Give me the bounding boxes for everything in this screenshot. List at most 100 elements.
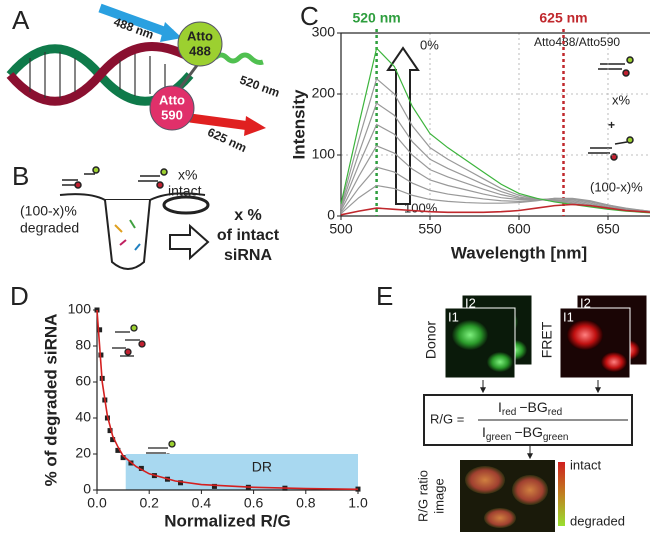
formula: Ired −BGred	[498, 399, 562, 418]
label: degraded	[20, 220, 79, 236]
formula-part: −BG	[514, 424, 542, 440]
axes	[96, 310, 358, 491]
annotation: (100-x)%	[590, 179, 643, 194]
x-axis-title: Wavelength [nm]	[451, 243, 587, 262]
series-line	[96, 309, 359, 491]
y-tick-label: 20	[75, 445, 91, 461]
x-tick-label: 0.0	[87, 495, 107, 511]
image-label: I2	[465, 295, 476, 310]
range-region	[125, 454, 359, 490]
formula: Igreen −BGgreen	[482, 424, 568, 443]
y-axis-title: % of degraded siRNA	[41, 314, 60, 487]
annotation: +	[608, 118, 615, 132]
formula-part: −BG	[519, 399, 547, 415]
image-label: I1	[563, 309, 574, 324]
panel-label: A	[12, 5, 30, 35]
marker-label: 625 nm	[539, 10, 587, 26]
series-line	[340, 184, 650, 215]
colorbar-label: degraded	[570, 513, 625, 528]
result-text: of intact	[217, 227, 280, 244]
y-tick-label: 200	[312, 85, 336, 101]
plot-frame	[340, 32, 650, 217]
colorbar	[558, 462, 565, 526]
x-tick-label: 600	[507, 221, 531, 237]
y-tick-label: 40	[75, 409, 91, 425]
x-tick-label: 550	[418, 221, 442, 237]
x-tick-label: 0.8	[296, 495, 316, 511]
panel-label: C	[300, 1, 319, 31]
linker	[178, 63, 200, 89]
y-axis-title: Intensity	[289, 89, 308, 159]
region-label: DR	[252, 459, 272, 475]
donor-images	[444, 294, 533, 379]
x-tick-label: 0.4	[192, 495, 212, 511]
panel-label: D	[10, 281, 29, 311]
formula-part: green	[486, 432, 512, 443]
colorbar-label: intact	[570, 457, 601, 472]
label: (100-x)%	[20, 203, 77, 219]
panel-label: E	[376, 281, 393, 311]
y-tick-label: 100	[68, 301, 92, 317]
result-text: x %	[234, 207, 262, 224]
data-point	[178, 480, 184, 486]
dye-label: 488	[189, 43, 211, 58]
y-tick-label: 0	[327, 207, 335, 223]
y-tick-label: 300	[312, 24, 336, 40]
image-title: R/G ratio	[415, 470, 430, 522]
wavelength-label: 520 nm	[238, 73, 282, 100]
dye-label: Atto	[159, 92, 185, 107]
emission-arrow	[189, 113, 251, 131]
x-tick-label: 0.2	[139, 495, 159, 511]
image-title: image	[431, 478, 446, 513]
y-tick-label: 100	[312, 146, 336, 162]
y-tick-label: 60	[75, 373, 91, 389]
series-line	[340, 102, 650, 213]
sirna-icon	[62, 166, 168, 189]
formula-part: I	[482, 424, 486, 440]
series-line	[340, 203, 650, 216]
fret-images	[559, 294, 648, 379]
emission-wave	[213, 52, 264, 65]
excitation-arrow-head	[160, 22, 182, 42]
x-tick-label: 1.0	[348, 495, 368, 511]
label: x%	[178, 167, 197, 183]
formula: R/G =	[430, 411, 464, 426]
result-arrow	[169, 223, 210, 261]
formula-part: green	[543, 432, 569, 443]
formula-part: I	[498, 399, 502, 415]
annotation: x%	[612, 92, 631, 107]
data-point	[138, 465, 144, 471]
excitation-arrow	[98, 3, 174, 39]
donor-dye	[177, 21, 223, 67]
emission-arrow-head	[244, 116, 266, 136]
data-point	[115, 447, 121, 453]
result-text: siRNA	[224, 247, 272, 264]
panel-label: B	[12, 161, 29, 191]
y-tick-label: 0	[83, 481, 91, 497]
acceptor-dye	[149, 85, 195, 131]
label: intact	[168, 183, 202, 199]
x-tick-label: 650	[596, 221, 620, 237]
dye-label: Atto	[187, 28, 213, 43]
data-point	[211, 483, 217, 489]
x-tick-label: 500	[329, 221, 353, 237]
annotation: Atto488/Atto590	[534, 35, 620, 49]
x-axis-title: Normalized R/G	[164, 511, 291, 530]
annotation: 100%	[404, 200, 438, 215]
marker-label: 520 nm	[352, 10, 400, 26]
tube	[59, 192, 210, 270]
channel-label: FRET	[539, 321, 555, 358]
data-point	[120, 455, 126, 461]
image-label: I1	[448, 309, 459, 324]
data-point	[110, 437, 116, 443]
dye-label: 590	[161, 107, 183, 122]
data-point	[107, 428, 113, 434]
formula-part: red	[548, 407, 562, 418]
y-tick-label: 80	[75, 337, 91, 353]
channel-label: Donor	[423, 321, 439, 359]
sirna-icon	[588, 56, 634, 161]
formula-part: red	[502, 407, 516, 418]
ratio-image	[460, 460, 555, 532]
data-point	[97, 327, 103, 333]
